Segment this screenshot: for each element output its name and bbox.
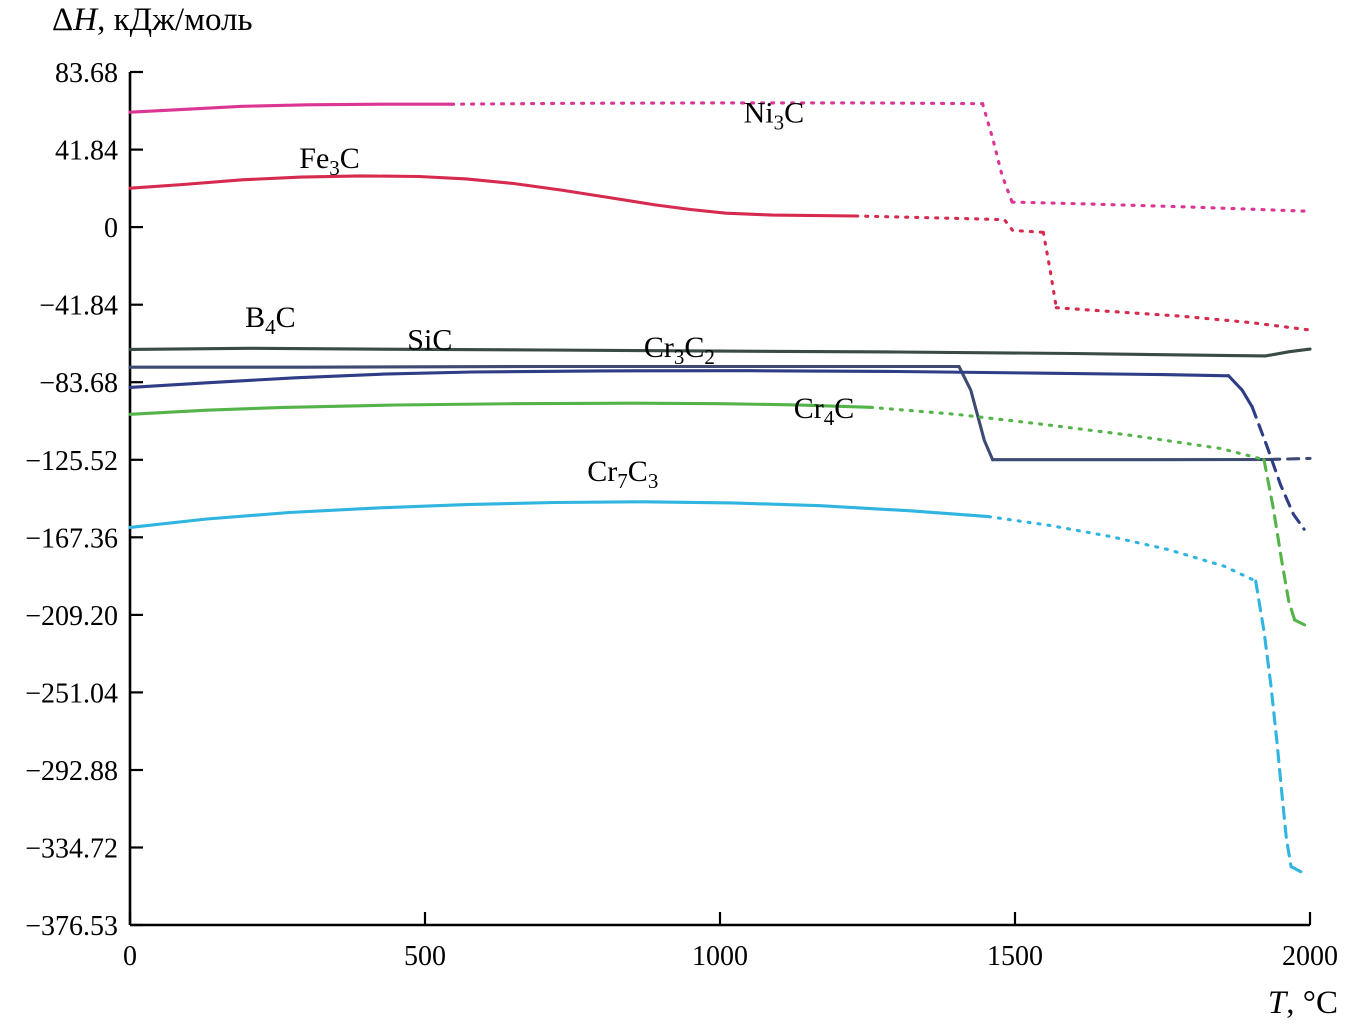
series-line-Cr3C2-seg2 — [1250, 405, 1306, 531]
series-label-Ni3C: Ni3C — [744, 96, 805, 134]
series-line-SiC-seg3 — [1267, 456, 1312, 462]
y-axis-title-units: , кДж/моль — [97, 2, 253, 38]
series-label-B4C: B4C — [245, 301, 296, 339]
y-tick-label-8: −251.04 — [25, 678, 118, 709]
y-tick-label-5: −125.52 — [25, 446, 118, 477]
series-line-Ni3C-seg0 — [128, 102, 454, 114]
x-tick-label-2: 1000 — [692, 941, 748, 972]
series-line-Cr4C-seg2 — [1262, 458, 1297, 622]
series-line-Fe3C-seg3 — [1054, 306, 1312, 332]
x-tick-label-0: 0 — [123, 941, 137, 972]
y-tick-label-1: 41.84 — [55, 136, 118, 167]
y-axis-title: ΔH, кДж/моль — [52, 2, 253, 39]
y-axis-title-delta: Δ — [52, 2, 74, 38]
x-axis-title-symbol: T — [1267, 985, 1287, 1021]
series-line-Fe3C-seg1 — [854, 214, 1045, 234]
series-line-Ni3C-seg1 — [450, 101, 985, 106]
series-line-Fe3C-seg2 — [1041, 230, 1058, 310]
series-line-Cr3C2-seg1 — [1227, 374, 1254, 409]
series-label-Cr3C2: Cr3C2 — [644, 331, 715, 369]
series-line-B4C-seg0 — [128, 346, 1312, 358]
series-line-Cr7C3-seg1 — [986, 515, 1258, 583]
y-axis-title-symbol: H — [73, 2, 98, 38]
y-tick-label-0: 83.68 — [55, 58, 118, 89]
y-tick-label-2: 0 — [104, 213, 118, 244]
y-tick-label-11: −376.53 — [25, 911, 118, 942]
series-line-Cr7C3-seg0 — [128, 500, 991, 529]
series-line-Cr4C-seg3 — [1293, 618, 1312, 630]
x-tick-label-1: 500 — [404, 941, 446, 972]
series-label-Cr7C3: Cr7C3 — [587, 455, 658, 493]
series-line-Cr3C2-seg0 — [128, 369, 1231, 389]
series-line-SiC-seg1 — [957, 364, 995, 462]
series-line-Fe3C-seg0 — [128, 174, 858, 218]
y-tick-label-3: −41.84 — [39, 291, 118, 322]
series-line-Cr7C3-seg3 — [1289, 865, 1309, 877]
y-tick-label-7: −209.20 — [25, 601, 118, 632]
x-axis-title-units: , °C — [1286, 985, 1338, 1021]
series-line-Ni3C-seg2 — [981, 102, 1014, 204]
x-tick-label-4: 2000 — [1282, 941, 1338, 972]
series-line-SiC-seg0 — [128, 364, 961, 369]
y-tick-label-4: −83.68 — [39, 368, 118, 399]
series-line-Cr7C3-seg2 — [1254, 579, 1293, 869]
series-label-Cr4C: Cr4C — [794, 392, 855, 430]
series-label-Fe3C: Fe3C — [299, 142, 360, 180]
y-tick-label-6: −167.36 — [25, 523, 118, 554]
series-line-Ni3C-seg3 — [1010, 200, 1312, 213]
series-label-SiC: SiC — [407, 323, 452, 356]
series-line-Cr4C-seg0 — [128, 401, 872, 416]
y-tick-label-9: −292.88 — [25, 756, 118, 787]
x-axis-title: T, °C — [1268, 985, 1338, 1022]
y-tick-label-10: −334.72 — [25, 834, 118, 865]
series-line-Cr4C-seg1 — [868, 405, 1266, 462]
x-tick-label-3: 1500 — [987, 941, 1043, 972]
